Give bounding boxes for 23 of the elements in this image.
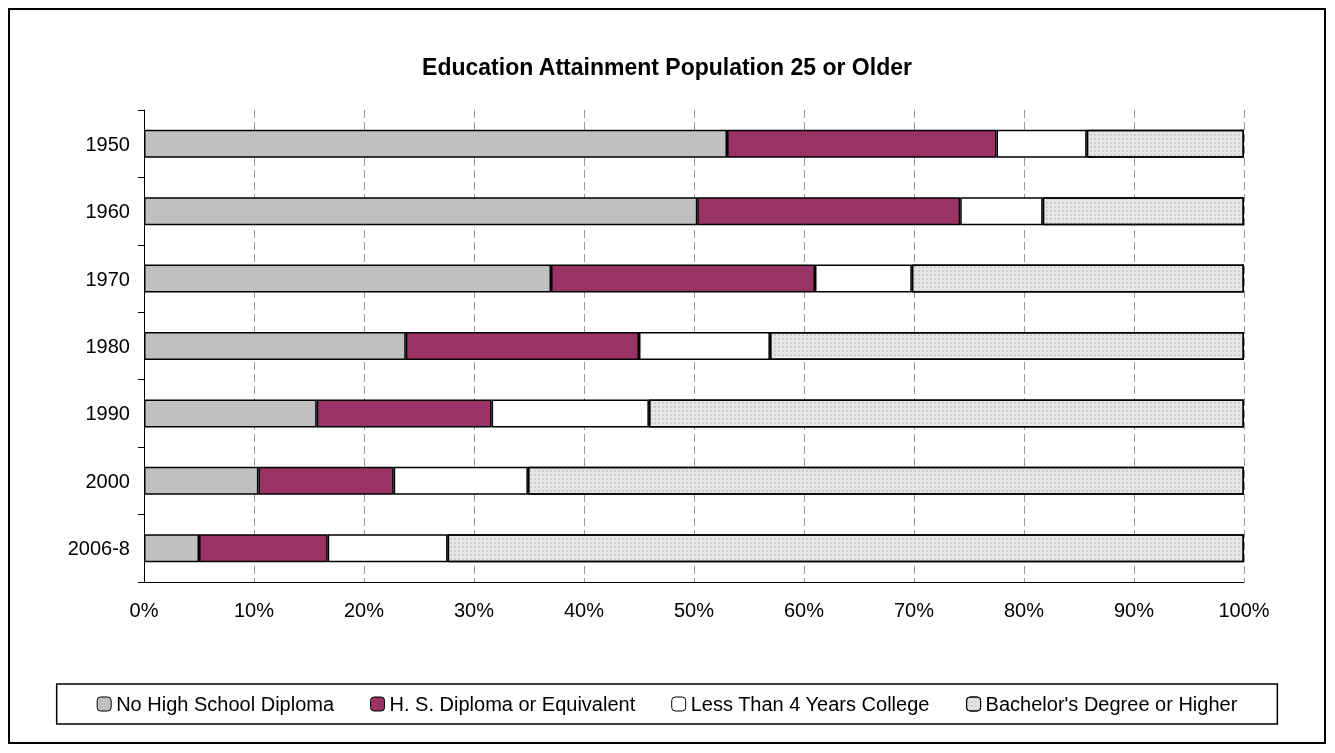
x-tick-label: 50% [673, 599, 715, 621]
x-tick-label: 80% [1003, 599, 1045, 621]
legend-label: H. S. Diploma or Equivalent [389, 693, 636, 715]
x-tick-label: 70% [893, 599, 935, 621]
x-tick-label: 90% [1113, 599, 1155, 621]
y-tick-label: 1960 [85, 200, 130, 223]
x-tick-label: 100% [1218, 599, 1270, 621]
y-tick-label: 2006-8 [67, 537, 130, 560]
y-tick-label: 1990 [85, 402, 130, 425]
y-tick-label: 1970 [85, 267, 130, 290]
x-tick-label: 30% [453, 599, 495, 621]
legend-label: Less Than 4 Years College [690, 693, 930, 715]
x-tick-label: 0% [129, 599, 159, 621]
y-tick-label: 2000 [85, 469, 130, 492]
chart-title: Education Attainment Population 25 or Older [422, 53, 912, 80]
x-tick-label: 20% [343, 599, 385, 621]
x-tick-label: 60% [783, 599, 825, 621]
x-tick-label: 40% [563, 599, 605, 621]
y-tick-label: 1980 [85, 335, 130, 357]
x-tick-label: 10% [233, 599, 275, 621]
legend-label: Bachelor's Degree or Higher [985, 693, 1238, 715]
y-tick-label: 1950 [85, 132, 130, 155]
legend-label: No High School Diploma [116, 693, 335, 715]
